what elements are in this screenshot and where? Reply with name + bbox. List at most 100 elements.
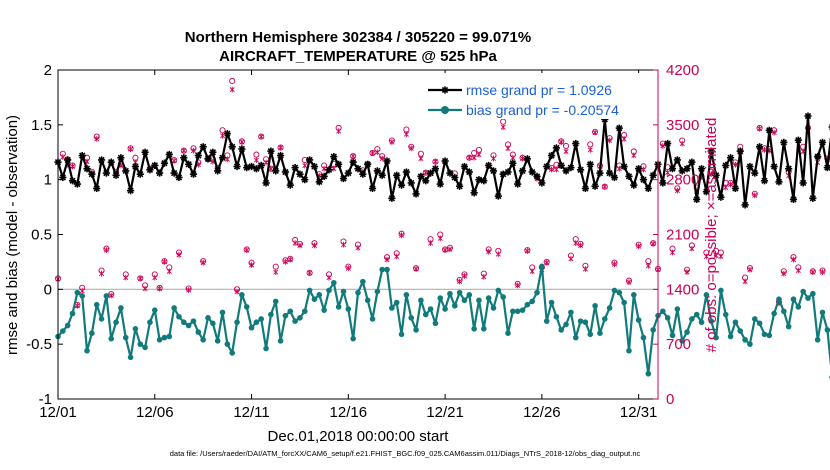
rmse-point bbox=[688, 158, 696, 166]
bias-point bbox=[698, 319, 705, 326]
bias-point bbox=[606, 305, 613, 311]
bias-point bbox=[142, 344, 148, 351]
rmse-marker-stroke bbox=[229, 143, 236, 150]
rmse-marker-stroke bbox=[466, 168, 473, 176]
assimilated-obs-point bbox=[394, 253, 400, 260]
rmse-point bbox=[693, 195, 701, 204]
assimilated-obs-point bbox=[186, 287, 192, 293]
bias-point bbox=[563, 321, 569, 328]
y-axis-right-label: # of obs: o=possible; ×=assimilated bbox=[703, 118, 720, 353]
rmse-marker-stroke bbox=[722, 162, 729, 169]
rmse-point bbox=[610, 173, 619, 182]
y-right-tick-label: 4200 bbox=[666, 62, 699, 79]
rmse-point bbox=[741, 201, 749, 209]
rmse-point bbox=[320, 172, 328, 180]
rmse-marker-stroke bbox=[533, 173, 541, 180]
assimilated-obs-point bbox=[568, 255, 574, 262]
bias-point bbox=[510, 308, 516, 315]
rmse-point bbox=[543, 162, 551, 171]
possible-obs-point bbox=[587, 141, 594, 148]
rmse-line bbox=[56, 114, 830, 206]
rmse-marker-stroke bbox=[650, 172, 657, 179]
rmse-point bbox=[262, 179, 270, 187]
assimilated-obs-point bbox=[142, 285, 148, 292]
rmse-point bbox=[93, 184, 101, 193]
bias-point bbox=[418, 297, 424, 304]
bias-point bbox=[248, 324, 255, 331]
assimilated-obs-point bbox=[558, 139, 564, 145]
rmse-point bbox=[785, 165, 793, 173]
chart-subtitle: AIRCRAFT_TEMPERATURE @ 525 hPa bbox=[219, 48, 497, 65]
rmse-marker-stroke bbox=[485, 162, 492, 169]
assimilated-obs-point bbox=[810, 269, 816, 275]
assimilated-obs-point bbox=[74, 302, 80, 309]
rmse-point bbox=[417, 172, 425, 180]
assimilated-obs-point bbox=[771, 129, 777, 136]
rmse-point bbox=[799, 179, 807, 187]
assimilated-obs-point bbox=[519, 155, 526, 162]
rmse-marker-stroke bbox=[354, 165, 362, 172]
rmse-point bbox=[335, 160, 343, 168]
rmse-point bbox=[557, 161, 565, 170]
assimilated-obs-point bbox=[689, 245, 695, 252]
bias-point bbox=[166, 333, 173, 340]
rmse-marker-stroke bbox=[98, 156, 105, 164]
x-axis-label: Dec.01,2018 00:00:00 start bbox=[268, 428, 450, 445]
rmse-marker-stroke bbox=[282, 168, 289, 176]
bias-point bbox=[708, 318, 715, 324]
bias-point bbox=[747, 341, 753, 347]
assimilated-obs-point bbox=[157, 285, 163, 292]
y-right-tick-label: 3500 bbox=[666, 117, 699, 134]
assimilated-obs-point bbox=[292, 240, 298, 246]
rmse-point bbox=[586, 160, 594, 168]
rmse-point bbox=[625, 172, 633, 180]
assimilated-obs-point bbox=[331, 165, 337, 172]
bias-point bbox=[781, 308, 787, 315]
rmse-marker-stroke bbox=[814, 153, 821, 160]
rmse-point bbox=[364, 160, 372, 168]
bias-point bbox=[713, 334, 719, 341]
rmse-marker-stroke bbox=[514, 180, 521, 188]
rmse-marker-stroke bbox=[548, 152, 555, 159]
rmse-point bbox=[315, 178, 323, 186]
rmse-marker-stroke bbox=[219, 154, 226, 161]
bias-point bbox=[650, 327, 656, 333]
rmse-point bbox=[576, 166, 585, 174]
rmse-marker-stroke bbox=[248, 163, 255, 170]
rmse-point bbox=[809, 194, 817, 202]
bias-point bbox=[490, 305, 497, 311]
x-tick-label: 12/01 bbox=[39, 404, 77, 421]
rmse-marker-stroke bbox=[432, 165, 439, 172]
bias-point bbox=[751, 316, 758, 322]
bias-point bbox=[205, 315, 211, 321]
assimilated-obs-point bbox=[94, 136, 100, 142]
rmse-marker-stroke bbox=[69, 177, 76, 184]
rmse-marker-stroke bbox=[422, 177, 429, 184]
rmse-marker-stroke bbox=[83, 165, 91, 172]
bias-point bbox=[243, 304, 250, 310]
assimilated-obs-point bbox=[495, 251, 501, 257]
bias-point bbox=[379, 266, 385, 273]
possible-obs-point bbox=[229, 77, 236, 85]
rmse-marker-stroke bbox=[272, 167, 279, 175]
assimilated-obs-point bbox=[99, 270, 105, 277]
rmse-point bbox=[117, 154, 125, 162]
assimilated-obs-point bbox=[190, 147, 197, 154]
bias-point bbox=[408, 315, 415, 321]
rmse-point bbox=[160, 159, 169, 167]
y-tick-label: 1 bbox=[44, 172, 52, 189]
rmse-point bbox=[180, 154, 188, 162]
rmse-marker-stroke bbox=[790, 196, 797, 203]
rmse-marker-stroke bbox=[683, 165, 691, 172]
rmse-marker-stroke bbox=[277, 152, 284, 159]
bias-point bbox=[171, 305, 177, 311]
assimilated-obs-point bbox=[505, 145, 511, 152]
bias-point bbox=[689, 316, 695, 322]
rmse-marker-stroke bbox=[732, 185, 739, 192]
rmse-marker-stroke bbox=[456, 183, 463, 190]
bias-point bbox=[761, 331, 768, 338]
rmse-point bbox=[325, 166, 333, 174]
bias-point bbox=[137, 341, 144, 347]
rmse-marker-stroke bbox=[306, 156, 313, 164]
rmse-point bbox=[223, 130, 231, 138]
